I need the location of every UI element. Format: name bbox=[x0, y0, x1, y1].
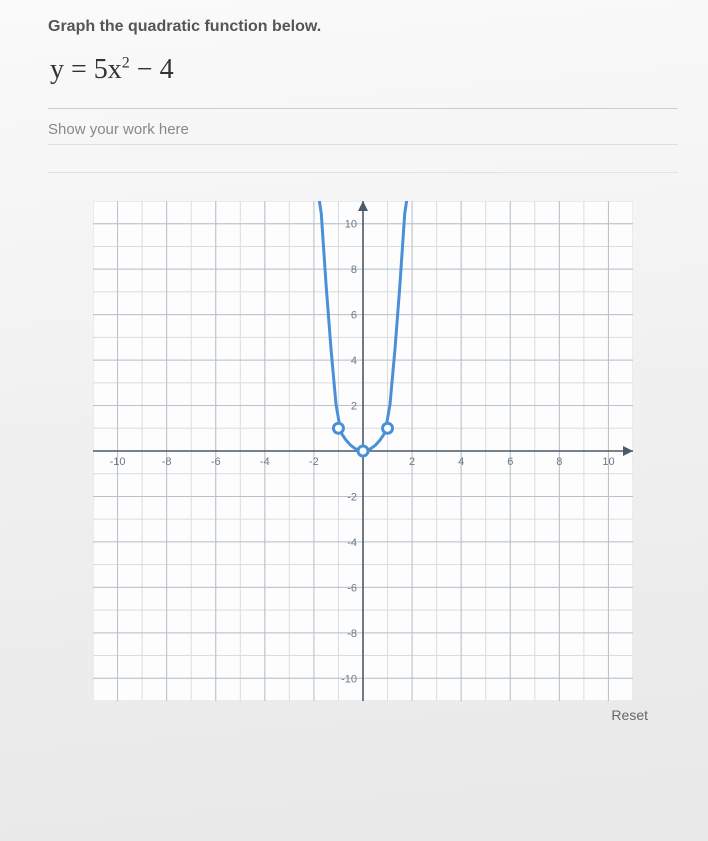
svg-text:4: 4 bbox=[458, 456, 464, 468]
svg-text:6: 6 bbox=[351, 310, 357, 322]
svg-text:10: 10 bbox=[345, 219, 357, 231]
svg-text:2: 2 bbox=[409, 456, 415, 468]
svg-text:-8: -8 bbox=[347, 628, 357, 640]
svg-text:-6: -6 bbox=[347, 582, 357, 594]
eq-exp: 2 bbox=[122, 55, 130, 72]
svg-text:4: 4 bbox=[351, 355, 357, 367]
svg-text:-4: -4 bbox=[347, 537, 357, 549]
eq-equals: = bbox=[71, 54, 87, 85]
svg-text:-4: -4 bbox=[260, 456, 270, 468]
svg-text:-10: -10 bbox=[110, 456, 126, 468]
svg-text:-10: -10 bbox=[341, 673, 357, 685]
svg-text:2: 2 bbox=[351, 401, 357, 413]
svg-text:8: 8 bbox=[556, 456, 562, 468]
eq-op: − bbox=[137, 54, 153, 85]
eq-lhs: y bbox=[50, 54, 64, 85]
eq-coeff: 5 bbox=[94, 54, 108, 85]
show-work-label[interactable]: Show your work here bbox=[48, 109, 678, 145]
svg-text:-6: -6 bbox=[211, 456, 221, 468]
svg-text:10: 10 bbox=[602, 456, 614, 468]
svg-text:-2: -2 bbox=[309, 456, 319, 468]
reset-button[interactable]: Reset bbox=[48, 707, 678, 723]
question-prompt: Graph the quadratic function below. bbox=[48, 18, 678, 36]
ruled-line bbox=[48, 151, 678, 173]
svg-text:8: 8 bbox=[351, 264, 357, 276]
svg-text:6: 6 bbox=[507, 456, 513, 468]
svg-text:-2: -2 bbox=[347, 491, 357, 503]
coordinate-plane[interactable]: -10 -8 -6 -4 -2 2 4 6 8 10 -10 -8 -6 -4 -2 2 4 6 8 10 bbox=[93, 201, 633, 701]
graph-area[interactable]: -10 -8 -6 -4 -2 2 4 6 8 10 -10 -8 -6 -4 -2 2 4 6 8 10 bbox=[93, 201, 633, 701]
eq-var: x bbox=[108, 54, 122, 85]
eq-const: 4 bbox=[160, 54, 174, 85]
svg-text:-8: -8 bbox=[162, 456, 172, 468]
equation: y = 5x2 − 4 bbox=[48, 54, 678, 86]
worksheet-page: Graph the quadratic function below. y = … bbox=[0, 0, 708, 841]
